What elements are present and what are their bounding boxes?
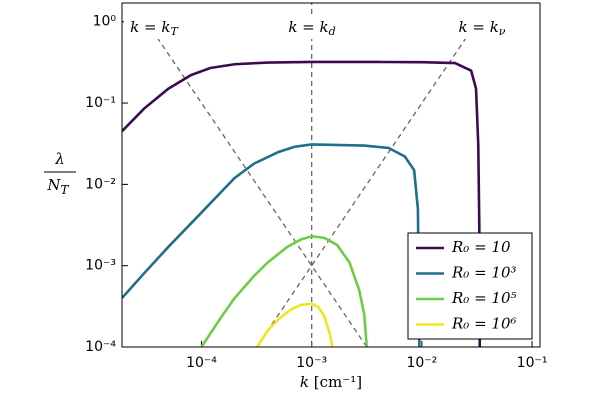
legend-box bbox=[407, 232, 533, 340]
label-bg bbox=[282, 17, 342, 39]
line bbox=[200, 234, 369, 347]
y-tick-label: 10⁰ bbox=[93, 14, 117, 30]
line bbox=[122, 143, 421, 347]
y-label-numerator: λ bbox=[54, 150, 65, 168]
x-tick-label: 10⁻³ bbox=[296, 355, 327, 371]
x-label-var: k bbox=[300, 373, 309, 391]
x-tick-label: 10⁻² bbox=[406, 355, 437, 371]
label-main: k = k bbox=[130, 18, 170, 36]
label-subscript: d bbox=[329, 25, 336, 38]
reference-line bbox=[256, 22, 477, 347]
y-tick-label: 10⁻³ bbox=[85, 258, 116, 274]
y-tick-label: 10⁻¹ bbox=[85, 95, 116, 111]
line bbox=[256, 302, 334, 347]
y-tick-label: 10⁻² bbox=[85, 176, 116, 192]
label-bg bbox=[124, 17, 184, 39]
reference-line bbox=[146, 22, 368, 347]
reference-label: k = kd bbox=[288, 18, 335, 38]
reference-label: k = kT bbox=[130, 18, 179, 38]
label-subscript: T bbox=[170, 25, 179, 38]
x-axis-label: k [cm⁻¹] bbox=[300, 373, 362, 391]
label-main: k = k bbox=[459, 18, 499, 36]
legend-label: R₀ = 10⁵ bbox=[451, 289, 517, 307]
y-tick-label: 10⁻⁴ bbox=[85, 339, 116, 355]
frame bbox=[121, 2, 541, 348]
legend-label: R₀ = 10⁶ bbox=[451, 315, 517, 333]
reference-label: k = kν bbox=[459, 18, 506, 38]
x-tick-label: 10⁻⁴ bbox=[186, 355, 217, 371]
y-label-den-sub: T bbox=[61, 183, 70, 197]
x-label-unit: [cm⁻¹] bbox=[314, 373, 362, 391]
y-label-denominator: NT bbox=[46, 176, 69, 197]
x-tick-label: 10⁻¹ bbox=[517, 355, 548, 371]
label-bg bbox=[452, 17, 512, 39]
legend-label: R₀ = 10³ bbox=[451, 264, 517, 282]
legend-label: R₀ = 10 bbox=[451, 238, 511, 256]
label-main: k = k bbox=[288, 18, 328, 36]
label-subscript: ν bbox=[499, 25, 506, 38]
y-label-den-main: N bbox=[46, 176, 61, 194]
line bbox=[122, 60, 482, 347]
